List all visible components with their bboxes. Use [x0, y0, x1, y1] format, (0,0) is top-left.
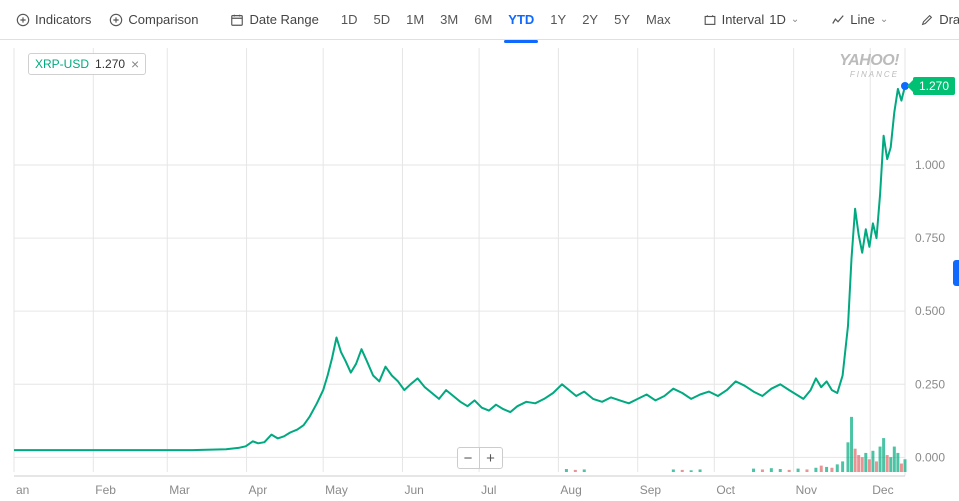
range-1d[interactable]: 1D — [333, 6, 366, 33]
svg-text:an: an — [16, 483, 29, 497]
svg-text:0.750: 0.750 — [915, 231, 945, 245]
interval-icon — [703, 13, 717, 27]
indicators-button[interactable]: Indicators — [8, 8, 99, 31]
range-1y[interactable]: 1Y — [542, 6, 574, 33]
ticker-price: 1.270 — [95, 57, 125, 71]
side-tab[interactable] — [953, 260, 959, 286]
range-1m[interactable]: 1M — [398, 6, 432, 33]
comparison-button[interactable]: Comparison — [101, 8, 206, 31]
watermark-brand: YAHOO! — [839, 52, 899, 69]
last-price-badge: 1.270 — [913, 77, 955, 95]
zoom-control: − + — [457, 447, 503, 469]
svg-text:Dec: Dec — [872, 483, 893, 497]
zoom-in-button[interactable]: + — [480, 448, 502, 468]
chevron-down-icon: ⌄ — [791, 14, 799, 25]
plus-circle-icon — [16, 13, 30, 27]
chevron-down-icon: ⌄ — [880, 14, 888, 25]
draw-button[interactable]: Draw — [912, 8, 959, 31]
price-chart[interactable]: 0.000 0.250 0.500 0.750 1.000 an Feb Mar Apr May J… — [0, 40, 959, 501]
zoom-out-button[interactable]: − — [458, 448, 480, 468]
watermark-sub: FINANCE — [839, 70, 899, 79]
range-6m[interactable]: 6M — [466, 6, 500, 33]
range-5y[interactable]: 5Y — [606, 6, 638, 33]
range-3m[interactable]: 3M — [432, 6, 466, 33]
draw-label: Draw — [939, 12, 959, 27]
svg-text:Jul: Jul — [481, 483, 496, 497]
range-max[interactable]: Max — [638, 6, 679, 33]
svg-text:Jun: Jun — [404, 483, 423, 497]
svg-text:0.500: 0.500 — [915, 304, 945, 318]
line-chart-icon — [831, 13, 845, 27]
svg-text:0.000: 0.000 — [915, 450, 945, 464]
watermark: YAHOO! FINANCE — [839, 52, 899, 79]
ticker-pill[interactable]: XRP-USD 1.270 × — [28, 53, 146, 75]
date-range-button[interactable]: Date Range — [222, 8, 326, 31]
ticker-symbol: XRP-USD — [35, 57, 89, 71]
badge-value: 1.270 — [919, 79, 949, 93]
pencil-icon — [920, 13, 934, 27]
interval-value: 1D — [769, 12, 786, 27]
svg-text:1.000: 1.000 — [915, 158, 945, 172]
svg-text:Aug: Aug — [560, 483, 581, 497]
comparison-label: Comparison — [128, 12, 198, 27]
range-2y[interactable]: 2Y — [574, 6, 606, 33]
svg-text:0.250: 0.250 — [915, 377, 945, 391]
range-5d[interactable]: 5D — [365, 6, 398, 33]
date-range-label: Date Range — [249, 12, 318, 27]
interval-button[interactable]: Interval 1D ⌄ — [695, 8, 808, 31]
svg-text:Feb: Feb — [95, 483, 116, 497]
chart-type-label: Line — [850, 12, 875, 27]
svg-text:May: May — [325, 483, 348, 497]
range-ytd[interactable]: YTD — [500, 6, 542, 33]
svg-text:Nov: Nov — [796, 483, 817, 497]
chart-area: YAHOO! FINANCE 0.000 0.250 0.500 0.750 1.000… — [0, 40, 959, 501]
svg-text:Mar: Mar — [169, 483, 190, 497]
close-icon[interactable]: × — [131, 57, 139, 71]
chart-toolbar: Indicators Comparison Date Range 1D5D1M3… — [0, 0, 959, 40]
plus-circle-icon — [109, 13, 123, 27]
indicators-label: Indicators — [35, 12, 91, 27]
chart-type-button[interactable]: Line ⌄ — [823, 8, 896, 31]
calendar-icon — [230, 13, 244, 27]
svg-text:Apr: Apr — [249, 483, 268, 497]
range-group: 1D5D1M3M6MYTD1Y2Y5YMax — [333, 6, 679, 33]
interval-label: Interval — [722, 12, 765, 27]
svg-text:Sep: Sep — [640, 483, 662, 497]
svg-text:Oct: Oct — [716, 483, 735, 497]
